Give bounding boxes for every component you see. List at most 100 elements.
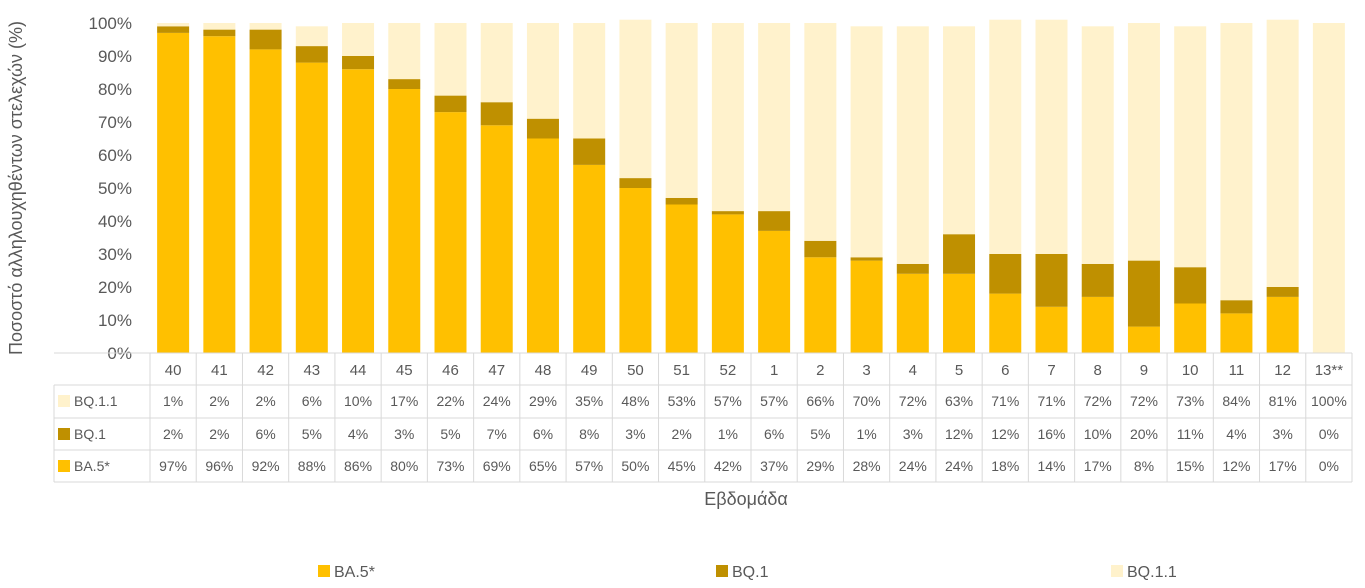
y-tick-label: 30% (98, 245, 132, 264)
data-label: 66% (806, 393, 834, 409)
category-label: 7 (1047, 362, 1055, 379)
table-legend-key (58, 395, 70, 407)
data-label: 71% (991, 393, 1019, 409)
table-legend-key (58, 460, 70, 472)
y-tick-label: 40% (98, 212, 132, 231)
bar-bq-1-48 (526, 118, 559, 139)
category-label: 47 (488, 362, 505, 379)
data-label: 12% (991, 426, 1019, 442)
y-axis-title: Ποσοστό αλληλουχηθέντων στελεχών (%) (6, 21, 26, 355)
bar-bq-1-51 (665, 197, 698, 205)
legend-label: BA.5* (334, 564, 375, 581)
data-label: 17% (1084, 458, 1112, 474)
table-series-label: BQ.1.1 (74, 393, 118, 409)
bar-bq-1-8 (1081, 263, 1114, 297)
bar-ba-5--41 (203, 36, 236, 353)
y-tick-label: 80% (98, 80, 132, 99)
bar-bq-1-49 (573, 138, 606, 165)
data-label: 20% (1130, 426, 1158, 442)
data-label: 3% (1273, 426, 1293, 442)
data-label: 2% (209, 393, 229, 409)
bar-ba-5--43 (295, 62, 328, 353)
data-label: 0% (1319, 458, 1339, 474)
data-label: 73% (436, 458, 464, 474)
data-label: 72% (899, 393, 927, 409)
data-label: 6% (255, 426, 275, 442)
legend-key (318, 565, 330, 577)
bar-bq-1-2 (804, 240, 837, 258)
bar-ba-5--4 (896, 273, 929, 353)
data-label: 17% (390, 393, 418, 409)
data-label: 2% (672, 426, 692, 442)
category-label: 4 (909, 362, 917, 379)
data-label: 11% (1177, 426, 1204, 442)
category-label: 44 (350, 362, 367, 379)
legend: BA.5* BQ.1 BQ.1.1 (318, 564, 1177, 581)
bar-ba-5--10 (1174, 303, 1207, 353)
data-label: 4% (348, 426, 368, 442)
data-label: 3% (625, 426, 645, 442)
bar-ba-5--49 (573, 164, 606, 353)
data-label: 14% (1037, 458, 1065, 474)
category-label: 11 (1229, 362, 1245, 379)
data-label: 37% (760, 458, 788, 474)
bar-ba-5--45 (388, 89, 421, 353)
data-label: 57% (760, 393, 788, 409)
data-label: 2% (255, 393, 275, 409)
bar-ba-5--5 (943, 273, 976, 353)
bar-ba-5--47 (480, 125, 513, 353)
data-label: 24% (483, 393, 511, 409)
bar-bq-1-1-49 (573, 23, 606, 139)
data-label: 3% (394, 426, 414, 442)
category-label: 2 (816, 362, 824, 379)
data-table-group: 40 41 42 43 44 45 46 47 48 49 50 51 52 1 2 3 4 5 6 7 8 9 10 11 1… (53, 352, 1353, 483)
bar-ba-5--52 (711, 214, 744, 353)
data-label: 10% (344, 393, 372, 409)
data-label: 65% (529, 458, 557, 474)
table-legend-key (58, 428, 70, 440)
legend-label: BQ.1.1 (1127, 564, 1177, 581)
category-label: 45 (396, 362, 413, 379)
category-label: 41 (211, 362, 228, 379)
data-label: 70% (853, 393, 881, 409)
bar-bq-1-1-6 (989, 19, 1022, 255)
bar-ba-5--11 (1220, 313, 1253, 353)
data-label: 12% (1222, 458, 1250, 474)
category-label: 13** (1315, 362, 1344, 379)
category-label: 42 (257, 362, 274, 379)
bar-ba-5--48 (526, 138, 559, 353)
bar-bq-1-1-50 (619, 19, 652, 179)
data-label: 5% (302, 426, 322, 442)
bar-bq-1-1-47 (480, 23, 513, 103)
bar-bq-1-1-43 (295, 26, 328, 47)
bar-ba-5--46 (434, 112, 467, 353)
data-label: 80% (390, 458, 418, 474)
category-label: 12 (1274, 362, 1291, 379)
category-label: 6 (1001, 362, 1009, 379)
bar-bq-1-1-1 (758, 23, 791, 212)
bar-bq-1-41 (203, 29, 236, 37)
category-label: 52 (720, 362, 737, 379)
bar-ba-5--44 (342, 69, 375, 353)
data-label: 5% (440, 426, 460, 442)
bars-group (157, 19, 1345, 354)
legend-key (1111, 565, 1123, 577)
bar-bq-1-3 (850, 257, 883, 261)
bar-bq-1-1-12 (1266, 19, 1299, 287)
category-label: 9 (1140, 362, 1148, 379)
bar-bq-1-1 (758, 211, 791, 231)
y-tick-label: 10% (98, 311, 132, 330)
category-label: 49 (581, 362, 598, 379)
category-label: 5 (955, 362, 963, 379)
bar-bq-1-7 (1035, 254, 1068, 307)
bar-bq-1-6 (989, 254, 1022, 294)
bar-bq-1-5 (943, 234, 976, 274)
data-label: 45% (668, 458, 696, 474)
bar-bq-1-1-5 (943, 26, 976, 235)
bar-bq-1-42 (249, 29, 282, 50)
data-label: 63% (945, 393, 973, 409)
bar-bq-1-1-44 (342, 23, 375, 56)
data-label: 57% (575, 458, 603, 474)
data-label: 24% (899, 458, 927, 474)
